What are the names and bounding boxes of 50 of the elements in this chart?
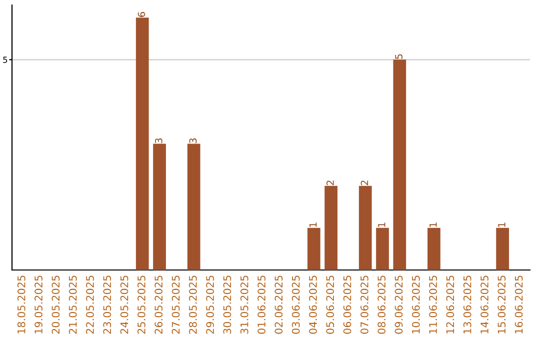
x-tick-label: 14.06.2025: [480, 276, 488, 334]
x-tick-label: 04.06.2025: [309, 276, 317, 334]
x-tick-label: 05.06.2025: [326, 276, 334, 334]
x-tick-label: 21.05.2025: [68, 276, 77, 334]
x-tick-label: 06.06.2025: [343, 276, 352, 334]
x-tick-label: 29.05.2025: [206, 276, 214, 334]
x-tick-label: 08.06.2025: [378, 276, 386, 334]
bar: [307, 228, 320, 270]
bar: [428, 228, 440, 270]
data-label: 1: [430, 222, 437, 227]
data-label: 1: [309, 222, 317, 227]
x-tick-label: 09.06.2025: [394, 276, 403, 334]
bar: [136, 18, 149, 270]
x-tick-label: 13.06.2025: [463, 276, 472, 334]
data-label: 2: [326, 180, 334, 186]
data-label: 2: [360, 180, 368, 186]
bar: [358, 186, 372, 270]
data-label: 6: [138, 12, 146, 17]
x-tick-label: 16.06.2025: [514, 276, 523, 334]
bar: [324, 186, 338, 270]
x-tick-label: 19.05.2025: [34, 276, 42, 334]
bar: [393, 60, 406, 270]
bar: [153, 144, 166, 270]
x-tick-label: 25.05.2025: [138, 276, 146, 334]
x-tick-label: 03.06.2025: [292, 276, 300, 334]
data-label: 5: [395, 54, 402, 59]
x-tick-label: 22.05.2025: [86, 276, 94, 334]
x-tick-label: 18.05.2025: [17, 276, 26, 334]
x-tick-label: 20.05.2025: [52, 276, 60, 334]
x-tick-label: 31.05.2025: [240, 276, 248, 334]
x-tick-label: 01.06.2025: [258, 276, 266, 334]
x-tick-label: 23.05.2025: [103, 276, 112, 334]
x-tick-label: 28.05.2025: [188, 276, 197, 334]
x-tick-label: 12.06.2025: [446, 276, 454, 334]
data-label: 3: [154, 138, 162, 144]
x-tick-label: 24.05.2025: [120, 276, 128, 334]
bar: [376, 228, 389, 270]
x-tick-label: 11.06.2025: [429, 276, 437, 334]
bar: [496, 228, 509, 270]
data-label: 3: [189, 138, 197, 144]
x-tick-label: 27.05.2025: [172, 276, 180, 334]
data-label: 1: [378, 222, 386, 227]
data-label: 1: [498, 222, 506, 227]
x-tick-label: 30.05.2025: [223, 276, 232, 334]
x-tick-label: 10.06.2025: [412, 276, 420, 334]
x-tick-label: 26.05.2025: [154, 276, 163, 334]
x-tick-label: 15.06.2025: [498, 276, 506, 334]
bar: [187, 144, 200, 270]
x-tick-label: 02.06.2025: [274, 276, 283, 334]
x-tick-label: 07.06.2025: [360, 276, 368, 334]
